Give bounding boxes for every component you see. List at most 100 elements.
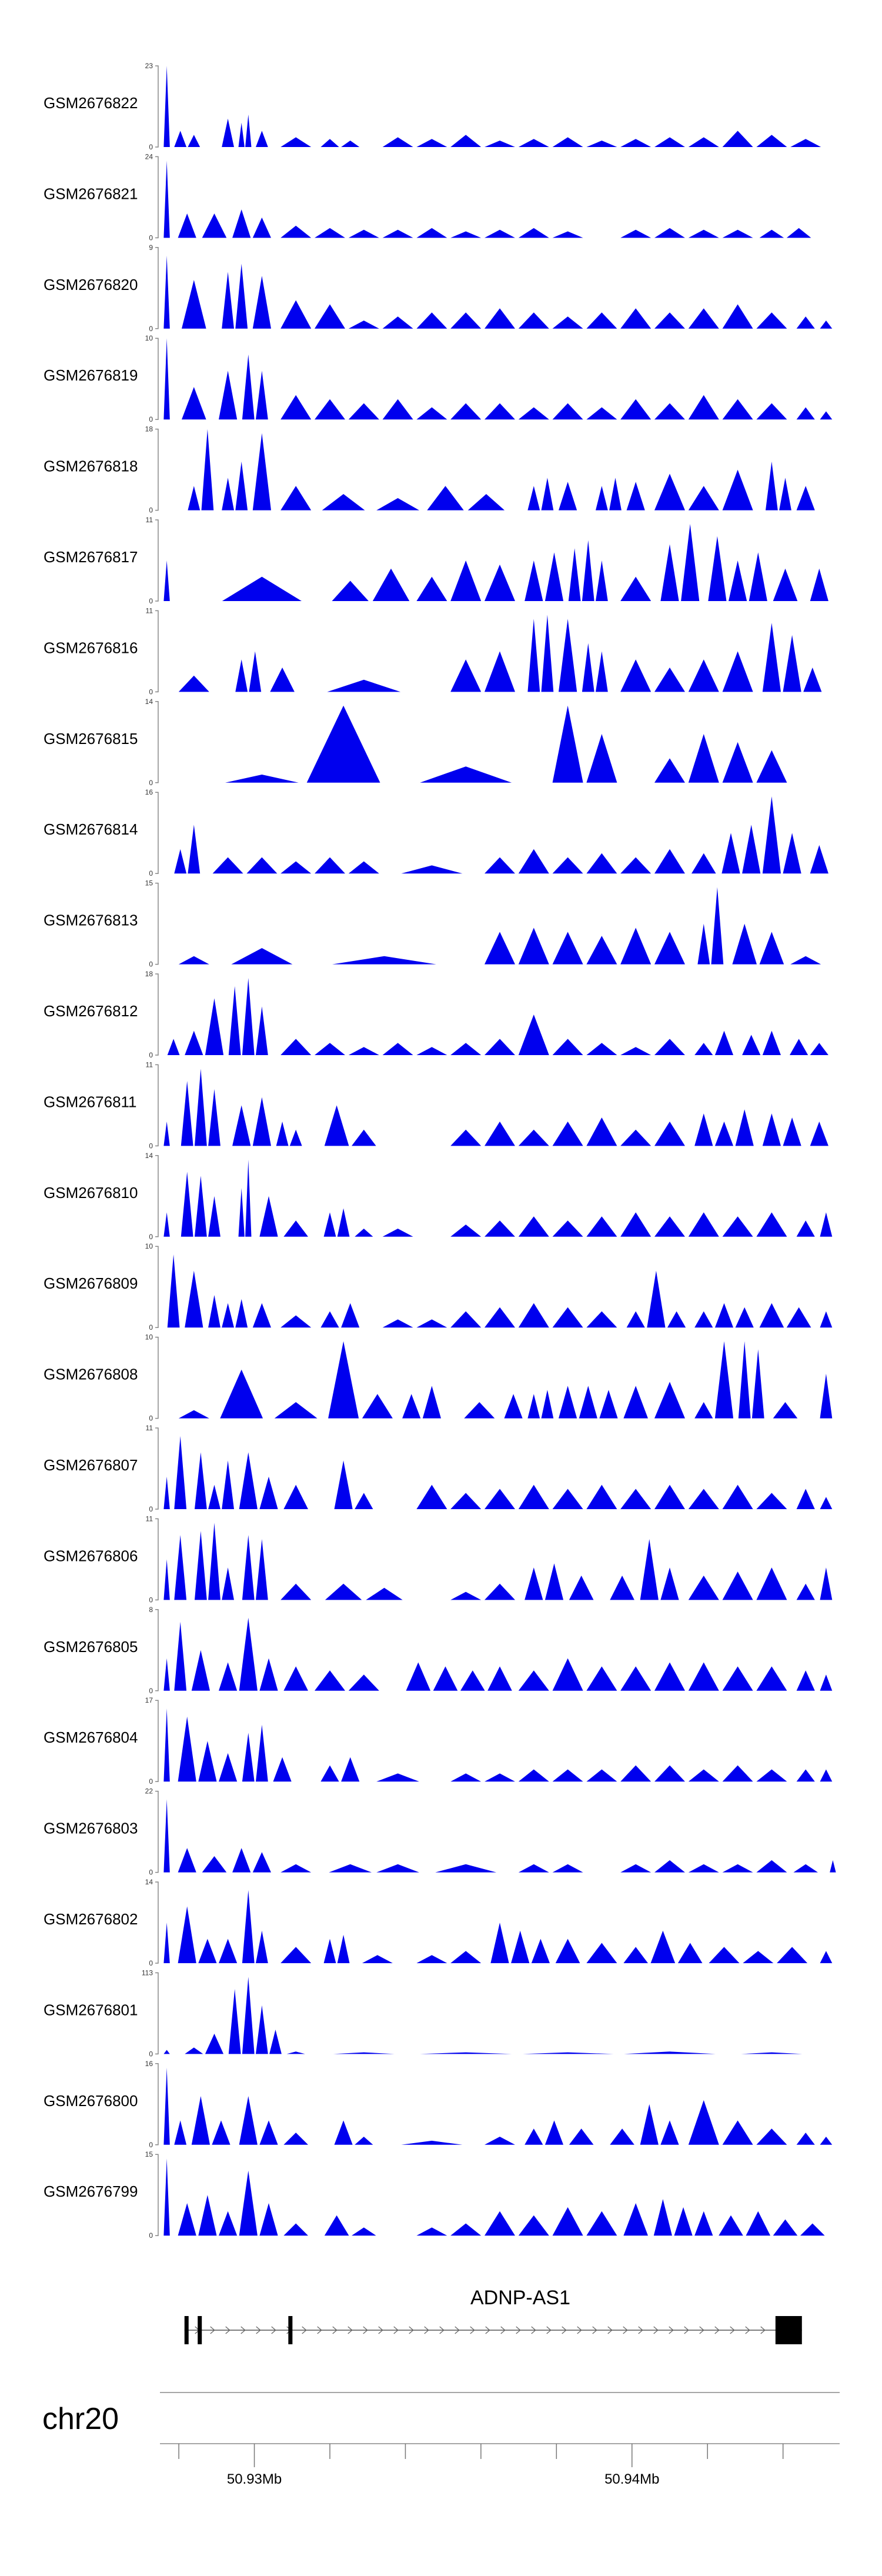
coverage-area [160,615,840,692]
y-zero-label: 0 [149,597,153,605]
track-label: GSM2676801 [44,2001,138,2018]
strand-arrow [653,2326,659,2334]
track-GSM2676814: GSM2676814 16 0 [44,788,840,877]
track-label: GSM2676799 [44,2183,138,2200]
y-zero-label: 0 [149,2141,153,2149]
track-label: GSM2676812 [44,1002,138,1020]
coverage-area [160,1977,840,2054]
coverage-area [160,1159,840,1237]
y-axis [155,973,159,1056]
y-max-label: 14 [145,1878,153,1886]
strand-arrow [562,2326,567,2334]
coverage-area [160,887,840,965]
coverage-area [160,1709,840,1782]
y-axis [155,65,159,148]
track-label: GSM2676818 [44,458,138,475]
track-label: GSM2676816 [44,639,138,656]
coverage-tracks: GSM2676822230GSM2676821240GSM267682090GS… [44,62,840,2240]
y-zero-label: 0 [149,325,153,333]
y-max-label: 22 [145,1787,153,1796]
y-max-label: 16 [145,2060,153,2068]
track-GSM2676817: GSM2676817 11 0 [44,516,840,605]
track-GSM2676799: GSM2676799 15 0 [44,2150,840,2240]
track-GSM2676804: GSM2676804 17 0 [44,1696,840,1786]
strand-arrow [271,2326,276,2334]
strand-arrow [699,2326,704,2334]
strand-arrow [745,2326,750,2334]
y-axis [155,1246,159,1328]
y-axis [155,1972,159,2055]
y-axis [155,1518,159,1601]
y-zero-label: 0 [149,960,153,969]
y-axis [155,1881,159,1964]
y-max-label: 11 [146,516,153,524]
coverage-area [160,977,840,1055]
gene-exon [288,2316,293,2344]
y-axis [155,1155,159,1237]
coverage-area [160,1436,840,1509]
y-zero-label: 0 [149,233,153,242]
coverage-area [160,2067,840,2145]
track-GSM2676822: GSM2676822 23 0 [44,62,840,151]
track-GSM2676808: GSM2676808 10 0 [44,1333,840,1423]
y-zero-label: 0 [149,1777,153,1786]
genome-axis: chr20 50.93Mb 50.94Mb [42,2392,840,2487]
strand-arrow [439,2326,445,2334]
track-label: GSM2676814 [44,820,138,838]
strand-arrow [577,2326,582,2334]
strand-arrow [409,2326,414,2334]
coverage-area [160,1341,840,1419]
y-axis [155,1609,159,1691]
y-zero-label: 0 [149,1596,153,1604]
strand-arrow [684,2326,689,2334]
coverage-area [160,1799,840,1873]
strand-arrow [348,2326,353,2334]
track-GSM2676807: GSM2676807 11 0 [44,1424,840,1513]
track-GSM2676801: GSM2676801 113 0 [44,1968,840,2058]
strand-arrow [240,2326,246,2334]
track-label: GSM2676815 [44,730,138,748]
coverage-area [160,2158,840,2236]
gene-exon [775,2316,802,2344]
track-GSM2676803: GSM2676803 22 0 [44,1787,840,1877]
y-max-label: 14 [145,1152,153,1160]
coverage-area [160,705,840,783]
y-max-label: 8 [149,1606,153,1614]
coverage-area [160,1069,840,1146]
strand-arrow [378,2326,383,2334]
track-GSM2676820: GSM2676820 9 0 [44,243,840,333]
y-max-label: 11 [146,1060,153,1069]
y-zero-label: 0 [149,1959,153,1967]
track-label: GSM2676804 [44,1729,138,1746]
y-max-label: 15 [145,2150,153,2158]
track-label: GSM2676802 [44,1910,138,1928]
y-axis [155,1427,159,1510]
y-zero-label: 0 [149,688,153,696]
y-max-label: 10 [145,334,153,342]
y-axis [155,1790,159,1873]
strand-arrow [470,2326,475,2334]
coverage-area [160,338,840,420]
y-axis [155,610,159,693]
y-max-label: 23 [145,62,153,70]
track-label: GSM2676800 [44,2092,138,2110]
y-zero-label: 0 [149,869,153,877]
track-label: GSM2676810 [44,1184,138,1202]
y-max-label: 10 [145,1333,153,1342]
y-max-label: 9 [149,243,153,252]
y-zero-label: 0 [149,1233,153,1241]
strand-arrow [546,2326,552,2334]
y-max-label: 11 [146,1424,153,1432]
strand-arrow [332,2326,338,2334]
strand-arrow [302,2326,307,2334]
coverage-area [160,161,840,238]
strand-arrow [424,2326,429,2334]
track-GSM2676811: GSM2676811 11 0 [44,1060,840,1150]
y-max-label: 24 [145,152,153,161]
y-zero-label: 0 [149,2050,153,2058]
strand-arrow [317,2326,322,2334]
coordinate-label: 50.94Mb [604,2471,659,2487]
strand-arrow [714,2326,720,2334]
y-axis [155,882,159,965]
